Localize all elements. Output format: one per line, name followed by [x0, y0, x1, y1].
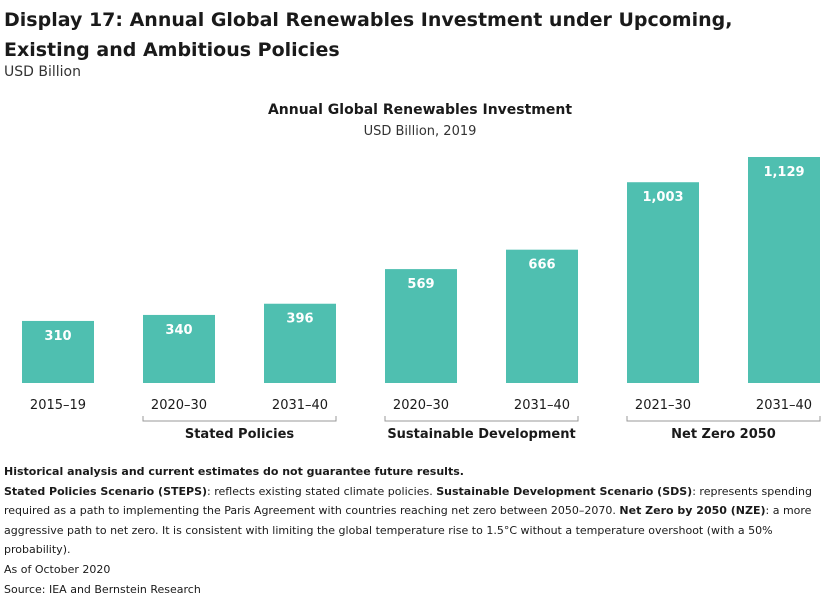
bar-3: [385, 269, 457, 383]
group-bracket-2: [626, 416, 821, 422]
x-tick-labels: 2015–19 2020–30 2031–40 2020–30 2031–40 2021–…: [30, 398, 812, 413]
page-unit: USD Billion: [4, 64, 81, 80]
x-tick-label-3: 2020–30: [393, 398, 449, 413]
disclaimer: Historical analysis and current estimate…: [4, 465, 464, 478]
x-tick-label-5: 2021–30: [635, 398, 691, 413]
bars-group: 310 340 396 569 666 1,003 1,129: [22, 157, 820, 383]
data-label-1: 340: [165, 323, 192, 338]
sds-term: Sustainable Development Scenario (SDS): [436, 484, 693, 498]
group-label-1: Sustainable Development: [387, 427, 575, 442]
group-label-0: Stated Policies: [185, 427, 295, 442]
data-label-4: 666: [528, 258, 555, 273]
steps-term: Stated Policies Scenario (STEPS): [4, 484, 208, 498]
x-tick-label-6: 2031–40: [756, 398, 812, 413]
bar-6: [748, 157, 820, 383]
data-label-2: 396: [286, 312, 313, 327]
footnotes: Historical analysis and current estimate…: [4, 462, 834, 599]
bar-1: [143, 314, 215, 383]
steps-text: : reflects existing stated climate polic…: [207, 484, 437, 498]
as-of-date: As of October 2020: [4, 562, 111, 576]
bar-5: [627, 182, 699, 383]
group-bracket-0: [142, 416, 337, 422]
data-label-3: 569: [407, 277, 434, 292]
x-tick-label-0: 2015–19: [30, 398, 86, 413]
nze-text: : a more aggressive path to net zero. It…: [4, 504, 812, 557]
chart-subtitle: USD Billion, 2019: [364, 124, 477, 139]
page-title: Display 17: Annual Global Renewables Inv…: [4, 9, 733, 61]
source: Source: IEA and Bernstein Research: [4, 582, 201, 596]
group-label-2: Net Zero 2050: [671, 427, 776, 442]
bar-chart: Annual Global Renewables Investment USD …: [22, 102, 821, 442]
sds-text: : represents spending required as a path…: [4, 484, 812, 518]
x-tick-label-2: 2031–40: [272, 398, 328, 413]
data-label-0: 310: [44, 329, 71, 344]
data-label-5: 1,003: [642, 190, 683, 205]
x-tick-label-1: 2020–30: [151, 398, 207, 413]
chart-title: Annual Global Renewables Investment: [268, 102, 572, 118]
nze-term: Net Zero by 2050 (NZE): [619, 504, 766, 518]
group-bracket-1: [384, 416, 579, 422]
data-label-6: 1,129: [763, 165, 804, 180]
group-labels: Stated Policies Sustainable Development Ne…: [142, 416, 821, 442]
bar-0: [22, 320, 94, 383]
x-tick-label-4: 2031–40: [514, 398, 570, 413]
bar-2: [264, 303, 336, 383]
bar-4: [506, 249, 578, 383]
